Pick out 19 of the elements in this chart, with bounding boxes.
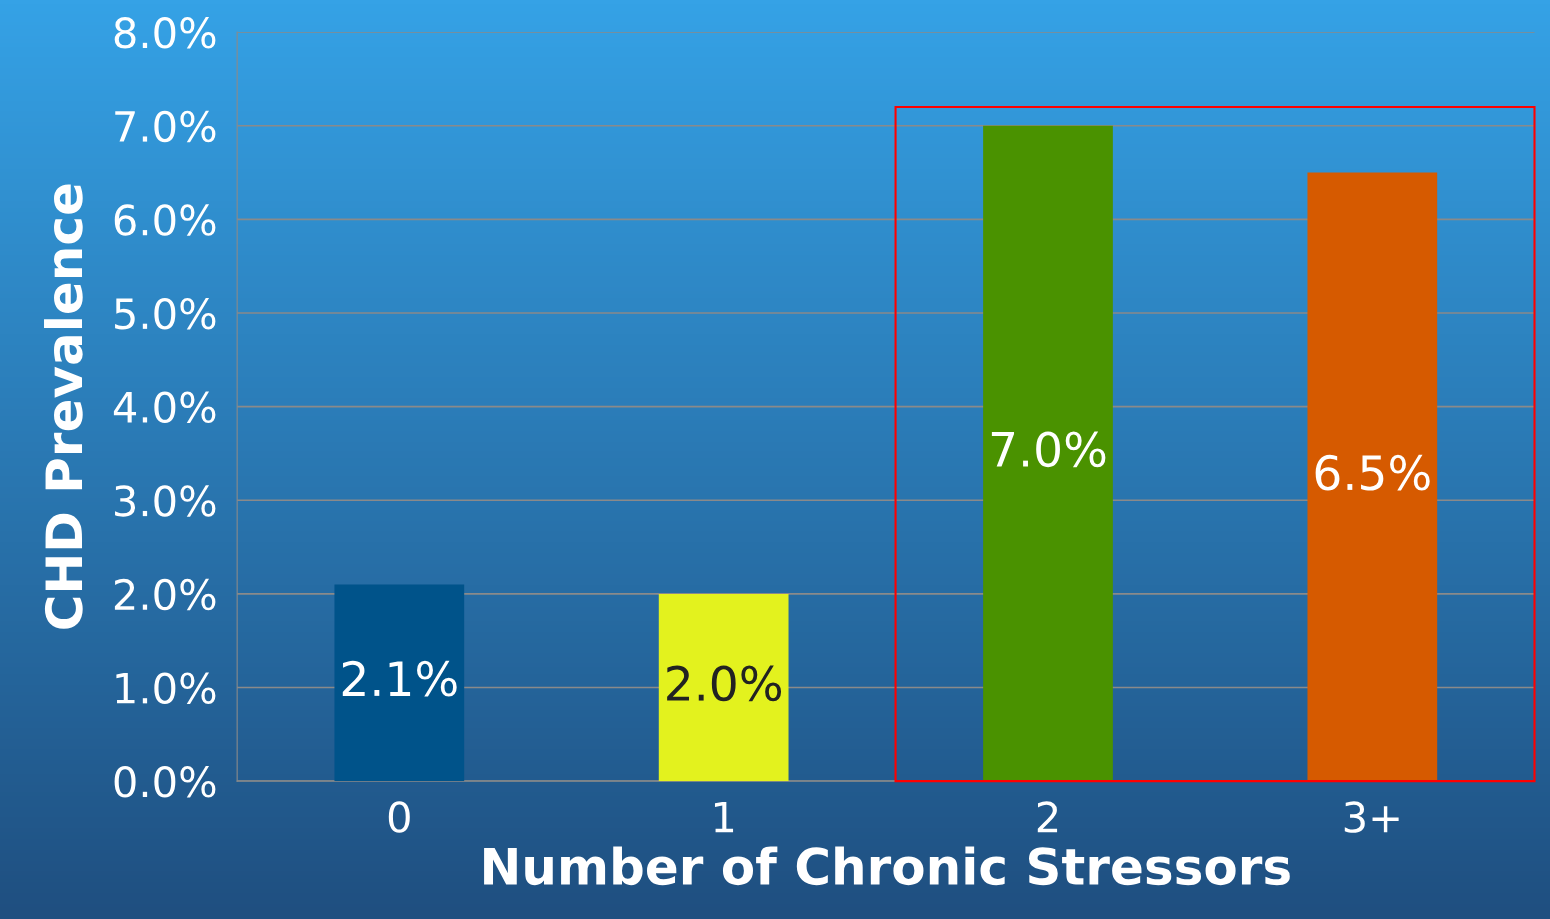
y-tick-label: 0.0% [114,766,216,798]
x-tick-label: 0 [388,801,410,833]
y-tick-label: 2.0% [114,578,216,611]
data-label: 7.0% [991,431,1106,468]
y-tick-label: 7.0% [115,110,216,143]
y-tick-label: 3.0% [115,485,216,517]
y-tick-label: 8.0% [114,17,216,49]
y-tick-label: 6.0% [114,204,216,236]
y-axis-title: CHD Prevalence [44,184,83,629]
y-tick-label: 5.0% [115,297,216,330]
x-tick-label: 2 [1037,801,1058,833]
y-tick-label: 4.0% [113,391,216,424]
x-tick-label: 1 [714,801,734,833]
x-tick-label: 3+ [1344,801,1399,833]
data-label: 2.0% [667,665,782,702]
data-label: 6.5% [1315,454,1430,491]
y-tick-label: 1.0% [116,672,216,704]
x-axis-title: Number of Chronic Stressors [484,846,1290,886]
data-label: 2.1% [342,660,457,697]
